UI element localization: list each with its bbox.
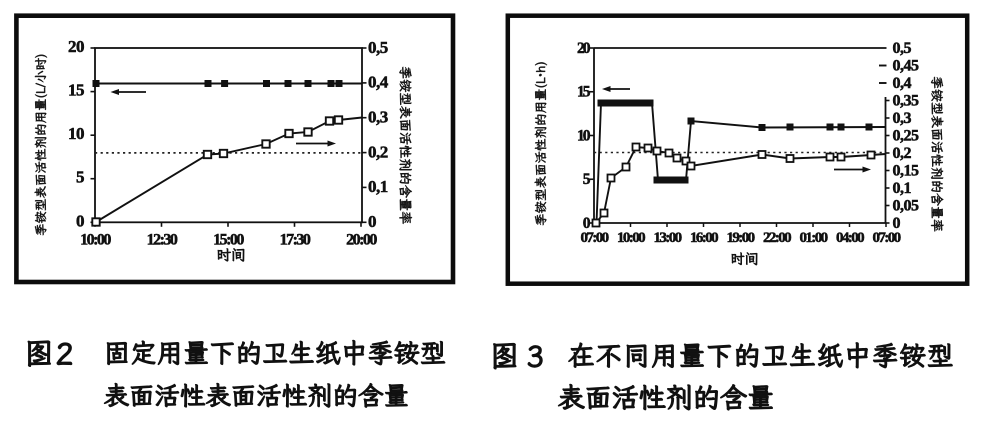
svg-text:0,2: 0,2: [893, 145, 912, 162]
svg-text:0,25: 0,25: [893, 127, 920, 144]
svg-text:0,3: 0,3: [368, 108, 388, 127]
svg-text:0,5: 0,5: [368, 38, 388, 57]
svg-text:22:00: 22:00: [763, 230, 791, 246]
svg-text:17:30: 17:30: [280, 232, 311, 249]
svg-text:0,45: 0,45: [893, 57, 920, 74]
svg-text:07:00: 07:00: [581, 230, 609, 246]
svg-text:0: 0: [583, 215, 591, 232]
svg-text:5: 5: [76, 168, 84, 187]
svg-text:0,3: 0,3: [893, 110, 912, 127]
svg-text:04:00: 04:00: [836, 230, 864, 246]
svg-text:10:00: 10:00: [80, 232, 111, 249]
svg-text:10: 10: [68, 124, 84, 143]
svg-text:15: 15: [68, 81, 84, 100]
svg-text:12:30: 12:30: [147, 232, 178, 249]
svg-text:0: 0: [368, 212, 376, 231]
svg-text:10:00: 10:00: [617, 230, 645, 246]
svg-text:0: 0: [76, 211, 84, 230]
svg-text:01:00: 01:00: [800, 230, 828, 246]
svg-text:0,2: 0,2: [368, 142, 388, 161]
svg-text:07:00: 07:00: [873, 230, 901, 246]
svg-text:0,4: 0,4: [893, 75, 912, 92]
svg-text:20:00: 20:00: [346, 232, 377, 249]
svg-text:0,35: 0,35: [893, 92, 920, 109]
svg-text:0,15: 0,15: [893, 162, 920, 179]
svg-text:13:00: 13:00: [654, 230, 682, 246]
svg-text:16:00: 16:00: [690, 230, 718, 246]
svg-text:0,05: 0,05: [893, 197, 920, 214]
svg-text:0,4: 0,4: [368, 73, 389, 92]
svg-text:0,1: 0,1: [368, 177, 388, 196]
svg-text:0,5: 0,5: [893, 40, 912, 57]
svg-text:0,1: 0,1: [893, 180, 912, 197]
svg-text:5: 5: [583, 171, 591, 188]
svg-text:15:00: 15:00: [213, 232, 244, 249]
svg-text:0: 0: [893, 215, 901, 232]
svg-text:19:00: 19:00: [727, 230, 755, 246]
svg-text:20: 20: [68, 37, 84, 56]
